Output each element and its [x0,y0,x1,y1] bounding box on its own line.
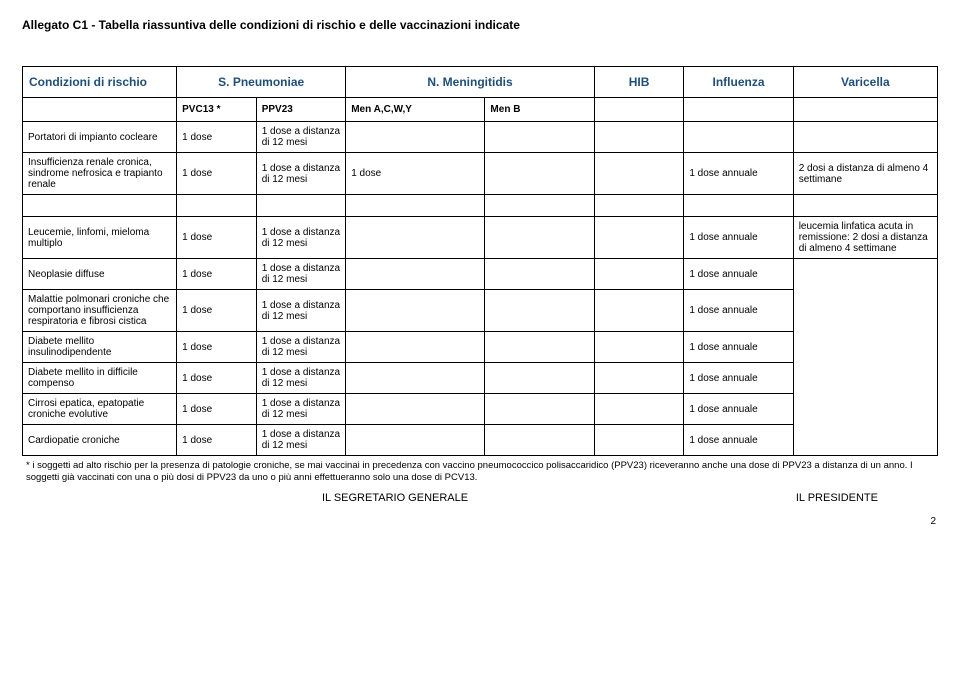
cell [346,425,485,456]
cell: 2 dosi a distanza di almeno 4 settimane [793,153,937,195]
sub-hib [594,98,684,122]
cell [485,290,594,332]
cell: 1 dose annuale [684,363,793,394]
cell: 1 dose [177,425,257,456]
cell [485,332,594,363]
cond-cell: Insufficienza renale cronica, sindrome n… [23,153,177,195]
sub-inf [684,98,793,122]
cell [485,153,594,195]
cell: 1 dose annuale [684,425,793,456]
cell: 1 dose a distanza di 12 mesi [256,217,346,259]
sub-empty [23,98,177,122]
signature-row: IL SEGRETARIO GENERALE IL PRESIDENTE [22,492,938,504]
cell [594,217,684,259]
cell [485,363,594,394]
cell: 1 dose [177,217,257,259]
cell [346,394,485,425]
cell: 1 dose annuale [684,290,793,332]
cell [485,394,594,425]
cell: 1 dose annuale [684,394,793,425]
cell: 1 dose a distanza di 12 mesi [256,363,346,394]
cell [485,425,594,456]
th-hib: HIB [594,67,684,98]
header-row: Condizioni di rischio S. Pneumoniae N. M… [23,67,938,98]
cell: leucemia linfatica acuta in remissione: … [793,217,937,259]
sub-pvc13: PVC13 * [177,98,257,122]
th-meningitidis: N. Meningitidis [346,67,595,98]
cell: 1 dose a distanza di 12 mesi [256,259,346,290]
cell [346,363,485,394]
cell: 1 dose [177,153,257,195]
cell [594,122,684,153]
cell: 1 dose annuale [684,153,793,195]
cell [346,290,485,332]
cond-cell: Leucemie, linfomi, mieloma multiplo [23,217,177,259]
table-row: Neoplasie diffuse 1 dose 1 dose a distan… [23,259,938,290]
cell [485,122,594,153]
sub-var [793,98,937,122]
cell: 1 dose [177,259,257,290]
cell [346,332,485,363]
signature-right: IL PRESIDENTE [796,492,878,504]
cell: 1 dose a distanza di 12 mesi [256,425,346,456]
sub-ppv23: PPV23 [256,98,346,122]
cond-cell: Diabete mellito insulinodipendente [23,332,177,363]
cell [485,217,594,259]
cell [594,290,684,332]
cell [346,259,485,290]
cell [684,122,793,153]
cell: 1 dose a distanza di 12 mesi [256,153,346,195]
cell: 1 dose a distanza di 12 mesi [256,290,346,332]
cell [793,122,937,153]
spacer-row [23,195,938,217]
cond-cell: Cirrosi epatica, epatopatie croniche evo… [23,394,177,425]
cond-cell: Malattie polmonari croniche che comporta… [23,290,177,332]
cell [594,153,684,195]
cell [793,259,937,456]
table-row: Leucemie, linfomi, mieloma multiplo 1 do… [23,217,938,259]
table-row: Portatori di impianto cocleare 1 dose 1 … [23,122,938,153]
footnote: * i soggetti ad alto rischio per la pres… [22,458,938,486]
cell: 1 dose [177,332,257,363]
cell [485,259,594,290]
th-varicella: Varicella [793,67,937,98]
subheader-row: PVC13 * PPV23 Men A,C,W,Y Men B [23,98,938,122]
cond-cell: Neoplasie diffuse [23,259,177,290]
th-pneumoniae: S. Pneumoniae [177,67,346,98]
cell [594,394,684,425]
th-condizioni: Condizioni di rischio [23,67,177,98]
signature-left: IL SEGRETARIO GENERALE [322,492,468,504]
risk-vaccination-table: Condizioni di rischio S. Pneumoniae N. M… [22,66,938,456]
cell: 1 dose [177,363,257,394]
page-number: 2 [22,516,938,527]
cell [594,259,684,290]
cell: 1 dose a distanza di 12 mesi [256,122,346,153]
sub-menacwy: Men A,C,W,Y [346,98,485,122]
cell [594,363,684,394]
cond-cell: Cardiopatie croniche [23,425,177,456]
cell: 1 dose [177,290,257,332]
cell: 1 dose [346,153,485,195]
sub-menb: Men B [485,98,594,122]
cell: 1 dose annuale [684,217,793,259]
cell [594,425,684,456]
cell [346,217,485,259]
table-row: Insufficienza renale cronica, sindrome n… [23,153,938,195]
cell: 1 dose [177,122,257,153]
document-title: Allegato C1 - Tabella riassuntiva delle … [22,18,938,32]
cell: 1 dose annuale [684,332,793,363]
cell [594,332,684,363]
cell: 1 dose a distanza di 12 mesi [256,332,346,363]
cell: 1 dose [177,394,257,425]
cond-cell: Diabete mellito in difficile compenso [23,363,177,394]
th-influenza: Influenza [684,67,793,98]
cond-cell: Portatori di impianto cocleare [23,122,177,153]
cell: 1 dose a distanza di 12 mesi [256,394,346,425]
cell [346,122,485,153]
cell: 1 dose annuale [684,259,793,290]
